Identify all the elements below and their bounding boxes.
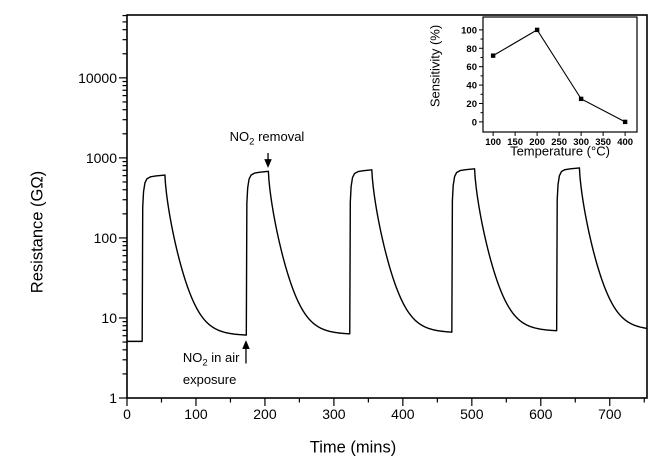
- y-tick-label: 10: [101, 310, 117, 326]
- main-plot-frame: [126, 14, 648, 399]
- inset-x-tick-label: 350: [595, 137, 611, 148]
- annotation-no2-removal-rest: removal: [254, 129, 305, 145]
- x-tick-label: 700: [598, 406, 622, 422]
- annotation-no2-exposure-line2: exposure: [182, 371, 237, 387]
- annotation-no2-exposure-rest: in air: [207, 349, 240, 365]
- annotation-no2-exposure-line1: NO2 in air: [183, 347, 240, 369]
- inset-x-tick-label: 300: [573, 137, 589, 148]
- x-axis-ticks: [126, 398, 645, 406]
- x-tick-label: 500: [460, 406, 484, 422]
- inset-y-tick-label: 20: [466, 99, 477, 110]
- x-tick-label: 400: [391, 406, 415, 422]
- inset-y-tick-label: 100: [461, 25, 477, 36]
- inset-frame: [482, 16, 638, 133]
- inset-y-tick-label: 40: [466, 81, 477, 92]
- inset-x-tick-label: 400: [617, 137, 633, 148]
- x-tick-label: 200: [253, 406, 277, 422]
- y-axis-ticks: [119, 14, 127, 399]
- inset-chart: [479, 16, 638, 136]
- inset-x-axis-title: Temperature (°C): [510, 143, 610, 159]
- data-point-marker: [578, 96, 584, 102]
- annotation-arrows: [242, 153, 272, 364]
- inset-y-tick-label: 80: [466, 44, 477, 55]
- sensitivity-curve: [492, 29, 626, 123]
- annotation-no2-exposure-text: NO: [182, 349, 203, 365]
- inset-y-tick-label: 60: [466, 62, 477, 73]
- data-point-marker: [622, 119, 628, 125]
- x-tick-label: 300: [322, 406, 346, 422]
- y-axis-tick-labels: 1 10 100 1000 10000: [78, 70, 117, 406]
- resistance-curve: [126, 167, 648, 343]
- sensitivity-markers: [490, 27, 628, 125]
- inset-x-tick-labels: 100 150 200 250 300 350 400: [485, 137, 633, 148]
- x-axis-tick-labels: 0 100 200 300 400 500 600 700: [123, 406, 622, 422]
- data-point-marker: [534, 27, 540, 33]
- x-tick-label: 600: [529, 406, 553, 422]
- x-axis-title: Time (mins): [309, 438, 397, 457]
- annotation-no2-exposure: NO2 in air exposure: [183, 347, 240, 391]
- y-axis-title: Resistance (GΩ): [28, 170, 47, 294]
- annotation-no2-removal-sub: 2: [249, 137, 255, 149]
- annotation-no2-removal: NO2 removal: [230, 126, 305, 148]
- inset-y-tick-labels: 0 20 40 60 80 100: [461, 25, 477, 128]
- inset-y-axis-title: Sensitivity (%): [427, 24, 443, 108]
- y-tick-label: 10000: [78, 70, 117, 86]
- y-tick-label: 1: [109, 390, 117, 406]
- data-point-marker: [490, 53, 496, 58]
- arrow-head-0: [264, 159, 272, 169]
- arrow-head-1: [242, 340, 250, 349]
- y-tick-label: 1000: [86, 150, 117, 166]
- inset-x-tick-label: 250: [551, 137, 567, 148]
- x-tick-label: 100: [184, 406, 208, 422]
- annotation-no2-removal-text: NO: [229, 129, 250, 145]
- inset-x-tick-label: 200: [529, 137, 545, 148]
- x-tick-label: 0: [123, 406, 131, 422]
- y-tick-label: 100: [94, 230, 118, 246]
- inset-y-tick-label: 0: [472, 117, 477, 128]
- inset-x-tick-label: 150: [507, 137, 523, 148]
- annotation-no2-exposure-sub: 2: [202, 357, 208, 369]
- inset-x-tick-label: 100: [485, 137, 501, 148]
- main-axes: [119, 14, 648, 406]
